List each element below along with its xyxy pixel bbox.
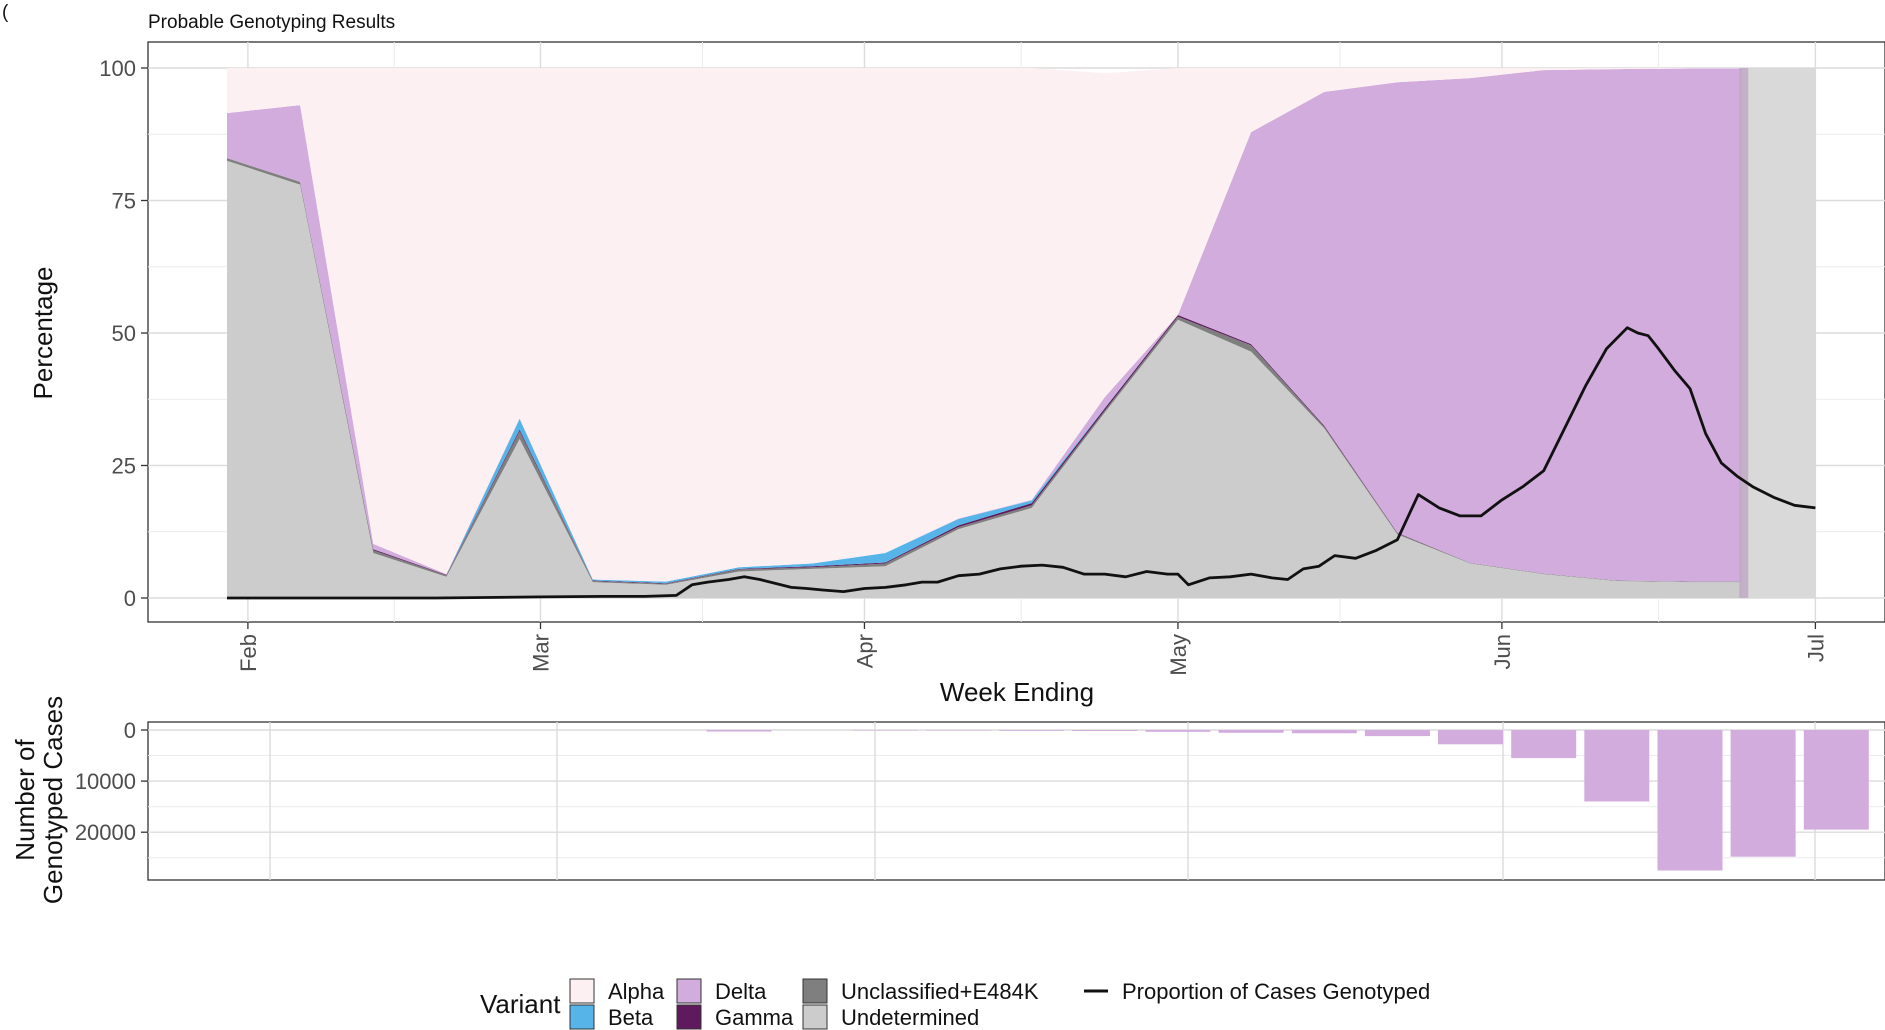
bars <box>706 730 1869 871</box>
bottom-panel: 0 10000 20000 Number ofGenotyped Cases <box>10 696 1885 904</box>
bar <box>1291 730 1357 734</box>
area-delta <box>227 68 1743 582</box>
legend-label-alpha: Alpha <box>608 979 665 1004</box>
y-tick-label: 75 <box>112 189 136 214</box>
trailing-band <box>1742 68 1816 598</box>
top-panel: 0 25 50 75 100 Feb Mar Apr May Jun Jul Week Ending P… <box>28 41 1885 707</box>
bar <box>1218 730 1284 733</box>
y-tick-label: 0 <box>124 586 136 611</box>
legend-swatch-gamma <box>676 1004 702 1030</box>
y-tick-label: 0 <box>124 718 136 743</box>
y-tick-label: 25 <box>112 454 136 479</box>
legend-title: Variant <box>480 989 561 1019</box>
legend-label-delta: Delta <box>715 979 767 1004</box>
bar <box>1584 730 1650 802</box>
legend-label-gamma: Gamma <box>715 1005 794 1030</box>
chart-title: Probable Genotyping Results <box>148 12 395 33</box>
x-tick-label: Apr <box>852 634 877 668</box>
legend-label-beta: Beta <box>608 1005 654 1030</box>
y-axis-title-line: Genotyped Cases <box>38 696 68 904</box>
bar <box>1364 730 1430 737</box>
legend-swatch-unclassified-e484k <box>802 978 828 1004</box>
x-tick-label: Feb <box>236 634 261 672</box>
bar <box>1438 730 1503 745</box>
bar <box>852 730 918 731</box>
x-axis-title: Week Ending <box>940 677 1094 707</box>
x-tick-label: Mar <box>529 634 554 672</box>
trailing-band-edge <box>1739 68 1749 598</box>
bar <box>1145 730 1211 732</box>
bottom-y-axis-title: Number ofGenotyped Cases <box>10 696 68 904</box>
bar <box>1072 730 1138 731</box>
legend-swatch-beta <box>569 1004 595 1030</box>
x-tick-label: May <box>1166 634 1191 676</box>
bar <box>1730 730 1796 857</box>
bar <box>999 730 1065 731</box>
bar <box>1511 730 1577 759</box>
legend-label-unclassified-e484k: Unclassified+E484K <box>841 979 1039 1004</box>
legend-swatch-undetermined <box>802 1004 828 1030</box>
y-tick-label: 50 <box>112 321 136 346</box>
area-alpha <box>227 68 1743 582</box>
y-tick-label: 10000 <box>75 769 136 794</box>
stacked-areas <box>227 68 1743 599</box>
bar <box>1803 730 1869 830</box>
legend-swatch-alpha <box>569 978 595 1004</box>
bar <box>706 730 772 732</box>
y-axis-title-line: Number of <box>10 739 40 861</box>
area-undetermined <box>227 160 1743 599</box>
header-fragment: ( <box>2 2 9 23</box>
y-tick-label: 100 <box>99 56 136 81</box>
legend-label-proportion: Proportion of Cases Genotyped <box>1122 979 1430 1004</box>
line-proportion-genotyped <box>227 326 1816 600</box>
x-tick-label: Jun <box>1490 634 1515 669</box>
legend-swatch-delta <box>676 978 702 1004</box>
x-tick-label: Jul <box>1803 634 1828 662</box>
bar <box>926 730 991 731</box>
y-axis-title: Percentage <box>28 267 58 400</box>
bar <box>1657 730 1723 871</box>
y-tick-label: 20000 <box>75 820 136 845</box>
legend-label-undetermined: Undetermined <box>841 1005 979 1030</box>
